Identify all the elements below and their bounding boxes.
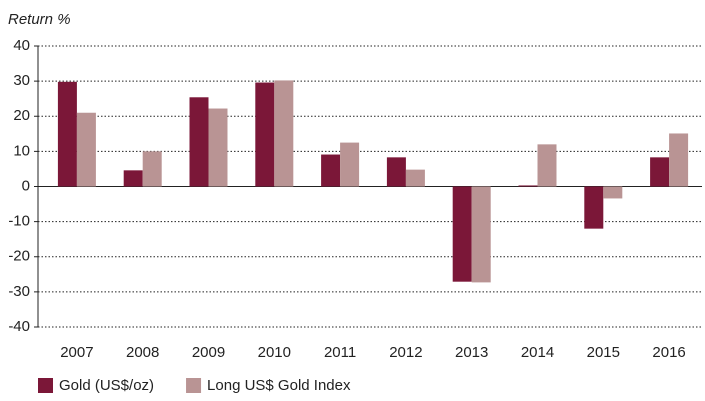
bar — [57, 81, 77, 187]
bar — [518, 185, 538, 187]
x-tick-label: 2014 — [521, 344, 554, 361]
bar — [76, 112, 96, 187]
bar — [405, 169, 425, 187]
y-tick-label: 20 — [13, 107, 30, 124]
x-tick-label: 2015 — [587, 344, 620, 361]
y-tick-label: -40 — [8, 318, 30, 335]
x-tick-label: 2007 — [60, 344, 93, 361]
bar — [471, 186, 491, 283]
y-tick-label: 30 — [13, 72, 30, 89]
bar — [584, 186, 604, 229]
bar — [452, 186, 472, 282]
bar — [274, 80, 294, 187]
x-tick-label: 2011 — [324, 344, 356, 361]
bar — [142, 151, 162, 187]
bar — [189, 97, 209, 187]
y-tick-label: 10 — [13, 142, 30, 159]
legend-label: Long US$ Gold Index — [207, 377, 351, 394]
y-tick-label: -10 — [8, 213, 30, 230]
y-tick-label: -20 — [8, 248, 30, 265]
x-tick-label: 2008 — [126, 344, 159, 361]
x-tick-label: 2016 — [652, 344, 685, 361]
x-tick-label: 2010 — [258, 344, 291, 361]
y-tick-label: 40 — [13, 37, 30, 54]
bar — [386, 157, 406, 187]
legend-label: Gold (US$/oz) — [59, 377, 154, 394]
legend-swatch — [38, 378, 53, 393]
x-tick-label: 2009 — [192, 344, 225, 361]
bar — [321, 154, 341, 187]
bar — [123, 170, 143, 187]
legend-swatch — [186, 378, 202, 393]
bar — [650, 157, 670, 187]
x-tick-label: 2013 — [455, 344, 488, 361]
y-tick-label: 0 — [22, 177, 30, 194]
bar — [255, 82, 275, 187]
x-tick-label: 2012 — [389, 344, 422, 361]
bar — [208, 108, 228, 187]
bar — [537, 144, 557, 187]
bar — [603, 186, 623, 199]
y-axis-label: Return % — [8, 11, 71, 28]
y-tick-label: -30 — [8, 283, 30, 300]
bar — [340, 142, 360, 187]
bar — [669, 133, 689, 187]
